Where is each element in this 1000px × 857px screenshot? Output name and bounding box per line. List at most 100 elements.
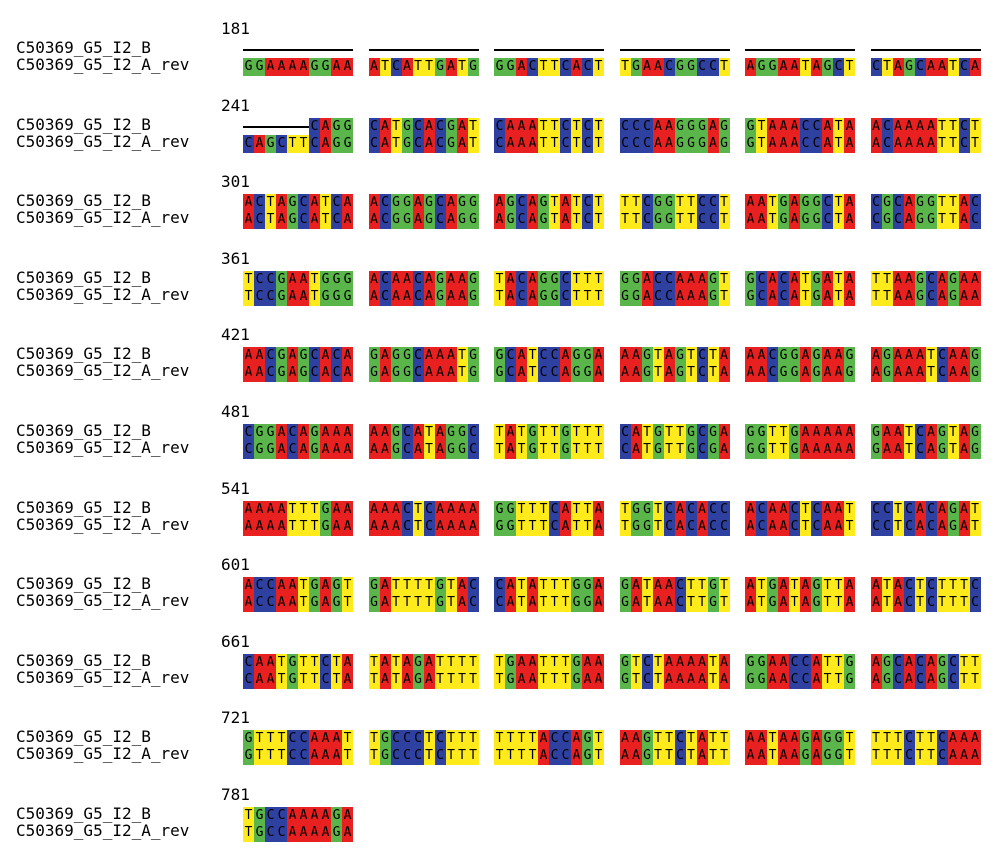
nucleotide-C: C: [412, 117, 424, 136]
nucleotide-A: A: [309, 211, 320, 230]
nucleotide-T: T: [538, 500, 549, 519]
nucleotide-C: C: [412, 270, 424, 289]
nucleotide-G: G: [549, 270, 560, 289]
nucleotide-T: T: [892, 517, 904, 536]
sequence-name: C50369_G5_I2_B: [16, 191, 151, 211]
nucleotide-G: G: [505, 517, 516, 536]
nucleotide-T: T: [467, 134, 479, 153]
gap-mark: [925, 49, 937, 51]
nucleotide-A: A: [822, 424, 833, 442]
nucleotide-A: A: [674, 287, 686, 306]
nucleotide-C: C: [641, 194, 653, 213]
nucleotide-C: C: [494, 117, 505, 136]
gap-mark: [800, 49, 811, 51]
nucleotide-T: T: [663, 747, 675, 766]
nucleotide-T: T: [276, 747, 287, 766]
nucleotide-T: T: [467, 670, 479, 689]
nucleotide-C: C: [925, 577, 937, 596]
nucleotide-A: A: [298, 824, 309, 842]
nucleotide-C: C: [494, 594, 505, 613]
sequence-name: C50369_G5_I2_A_rev: [16, 744, 190, 764]
nucleotide-T: T: [674, 211, 686, 230]
nucleotide-A: A: [903, 194, 915, 213]
nucleotide-T: T: [243, 807, 254, 825]
nucleotide-C: C: [903, 730, 915, 749]
nucleotide-T: T: [844, 500, 855, 519]
nucleotide-A: A: [527, 653, 538, 672]
nucleotide-T: T: [549, 670, 560, 689]
nucleotide-T: T: [538, 117, 549, 136]
gap-mark: [745, 49, 756, 51]
nucleotide-A: A: [718, 441, 730, 459]
nucleotide-A: A: [892, 134, 904, 153]
gap-mark: [881, 49, 893, 51]
nucleotide-T: T: [969, 517, 981, 536]
nucleotide-A: A: [342, 517, 353, 536]
nucleotide-G: G: [619, 287, 631, 306]
nucleotide-A: A: [822, 134, 833, 153]
nucleotide-G: G: [423, 211, 435, 230]
nucleotide-A: A: [254, 347, 265, 366]
nucleotide-G: G: [707, 270, 719, 289]
nucleotide-C: C: [936, 747, 948, 766]
nucleotide-A: A: [958, 364, 970, 383]
nucleotide-A: A: [844, 424, 855, 442]
nucleotide-G: G: [969, 424, 981, 442]
nucleotide-T: T: [320, 194, 331, 213]
nucleotide-G: G: [467, 194, 479, 213]
nucleotide-A: A: [925, 441, 937, 459]
nucleotide-A: A: [767, 670, 778, 689]
nucleotide-A: A: [243, 517, 254, 536]
nucleotide-G: G: [331, 594, 342, 613]
nucleotide-G: G: [630, 287, 642, 306]
nucleotide-T: T: [593, 134, 604, 153]
gap-mark: [630, 49, 642, 51]
nucleotide-C: C: [467, 594, 479, 613]
nucleotide-T: T: [445, 730, 457, 749]
nucleotide-C: C: [254, 270, 265, 289]
nucleotide-C: C: [243, 134, 254, 153]
nucleotide-A: A: [390, 287, 402, 306]
nucleotide-C: C: [619, 134, 631, 153]
nucleotide-A: A: [800, 424, 811, 442]
nucleotide-C: C: [309, 364, 320, 383]
nucleotide-G: G: [379, 747, 391, 766]
nucleotide-T: T: [560, 594, 571, 613]
nucleotide-T: T: [445, 653, 457, 672]
nucleotide-C: C: [925, 594, 937, 613]
nucleotide-G: G: [505, 58, 516, 76]
nucleotide-C: C: [767, 347, 778, 366]
nucleotide-A: A: [593, 500, 604, 519]
nucleotide-A: A: [789, 211, 800, 230]
nucleotide-C: C: [265, 270, 276, 289]
nucleotide-A: A: [287, 594, 298, 613]
nucleotide-C: C: [892, 670, 904, 689]
nucleotide-A: A: [298, 424, 309, 442]
nucleotide-T: T: [582, 424, 593, 442]
nucleotide-A: A: [652, 577, 664, 596]
nucleotide-T: T: [844, 730, 855, 749]
nucleotide-G: G: [527, 441, 538, 459]
gap-mark: [401, 49, 413, 51]
nucleotide-G: G: [811, 194, 822, 213]
nucleotide-C: C: [298, 194, 309, 213]
nucleotide-A: A: [560, 194, 571, 213]
position-number: 421: [221, 325, 250, 345]
nucleotide-A: A: [560, 347, 571, 366]
gap-mark: [663, 49, 675, 51]
nucleotide-T: T: [707, 347, 719, 366]
nucleotide-A: A: [630, 424, 642, 442]
nucleotide-G: G: [390, 347, 402, 366]
nucleotide-A: A: [844, 194, 855, 213]
nucleotide-T: T: [456, 347, 468, 366]
nucleotide-G: G: [745, 670, 756, 689]
nucleotide-A: A: [265, 58, 276, 76]
nucleotide-A: A: [778, 58, 789, 76]
nucleotide-A: A: [663, 134, 675, 153]
gap-mark: [445, 49, 457, 51]
